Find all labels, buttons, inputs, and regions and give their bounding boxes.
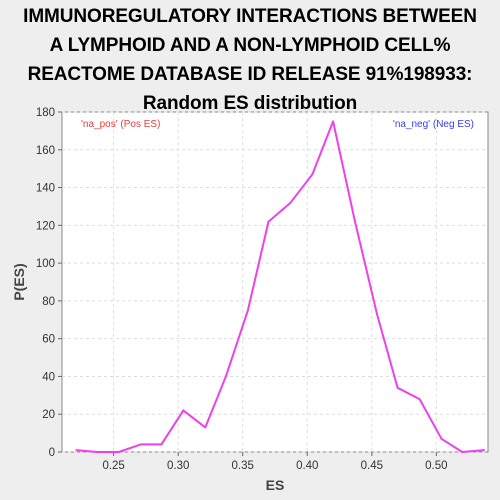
chart-title-line-3: REACTOME DATABASE ID RELEASE 91%198933:	[27, 64, 473, 85]
data-point	[483, 449, 485, 451]
x-tick-label: 0.35	[232, 460, 254, 472]
data-point	[440, 437, 443, 440]
grid-lines	[62, 111, 488, 453]
y-tick-label: 60	[42, 334, 55, 346]
x-axis-label: ES	[266, 477, 285, 493]
x-tick-label: 0.30	[167, 460, 189, 472]
data-point	[75, 449, 78, 451]
data-point	[160, 443, 163, 446]
data-point	[376, 313, 378, 315]
data-point	[247, 309, 249, 312]
y-axis-label: P(ES)	[11, 263, 27, 300]
annotation-pos: 'na_pos' (Pos ES)	[81, 119, 160, 130]
data-point	[332, 120, 334, 123]
y-tick-label: 40	[42, 371, 55, 383]
annotation-neg: 'na_neg' (Neg ES)	[393, 119, 474, 130]
y-tick-label: 120	[36, 220, 55, 232]
y-tick-label: 180	[36, 107, 55, 119]
data-point	[204, 426, 207, 429]
chart-title-line-1: IMMUNOREGULATORY INTERACTIONS BETWEEN	[23, 6, 477, 27]
data-point	[117, 451, 120, 453]
data-point	[96, 451, 98, 453]
y-tick-label: 140	[36, 183, 55, 195]
data-point	[139, 443, 142, 446]
data-point	[182, 409, 185, 412]
data-point	[396, 386, 399, 389]
x-tick-label: 0.50	[425, 460, 447, 472]
data-point	[289, 201, 292, 204]
axis-ticks: 0.25 0.30 0.35 0.40 0.45 0.50 0 20 40 60 80 100 120 1…	[36, 107, 448, 472]
chart-title-line-4: Random ES distribution	[142, 93, 358, 114]
x-tick-label: 0.45	[361, 460, 383, 472]
chart-title-line-2: A LYMPHOID AND A NON-LYMPHOID CELL%	[49, 35, 451, 56]
data-point	[418, 398, 421, 400]
data-point	[311, 173, 314, 176]
x-tick-label: 0.40	[296, 460, 318, 472]
data-point	[225, 375, 227, 378]
y-tick-label: 100	[36, 258, 55, 270]
y-tick-label: 80	[42, 296, 55, 308]
plot-area	[61, 111, 489, 453]
data-point	[354, 220, 356, 223]
data-point	[267, 220, 270, 223]
series-line-0	[76, 120, 485, 453]
chart-title: IMMUNOREGULATORY INTERACTIONS BETWEEN A …	[0, 0, 500, 118]
x-tick-label: 0.25	[102, 460, 124, 472]
series-layer	[75, 120, 485, 453]
y-tick-label: 20	[42, 409, 55, 421]
data-point	[461, 451, 464, 453]
y-tick-label: 0	[49, 447, 55, 459]
y-tick-label: 160	[36, 145, 55, 157]
